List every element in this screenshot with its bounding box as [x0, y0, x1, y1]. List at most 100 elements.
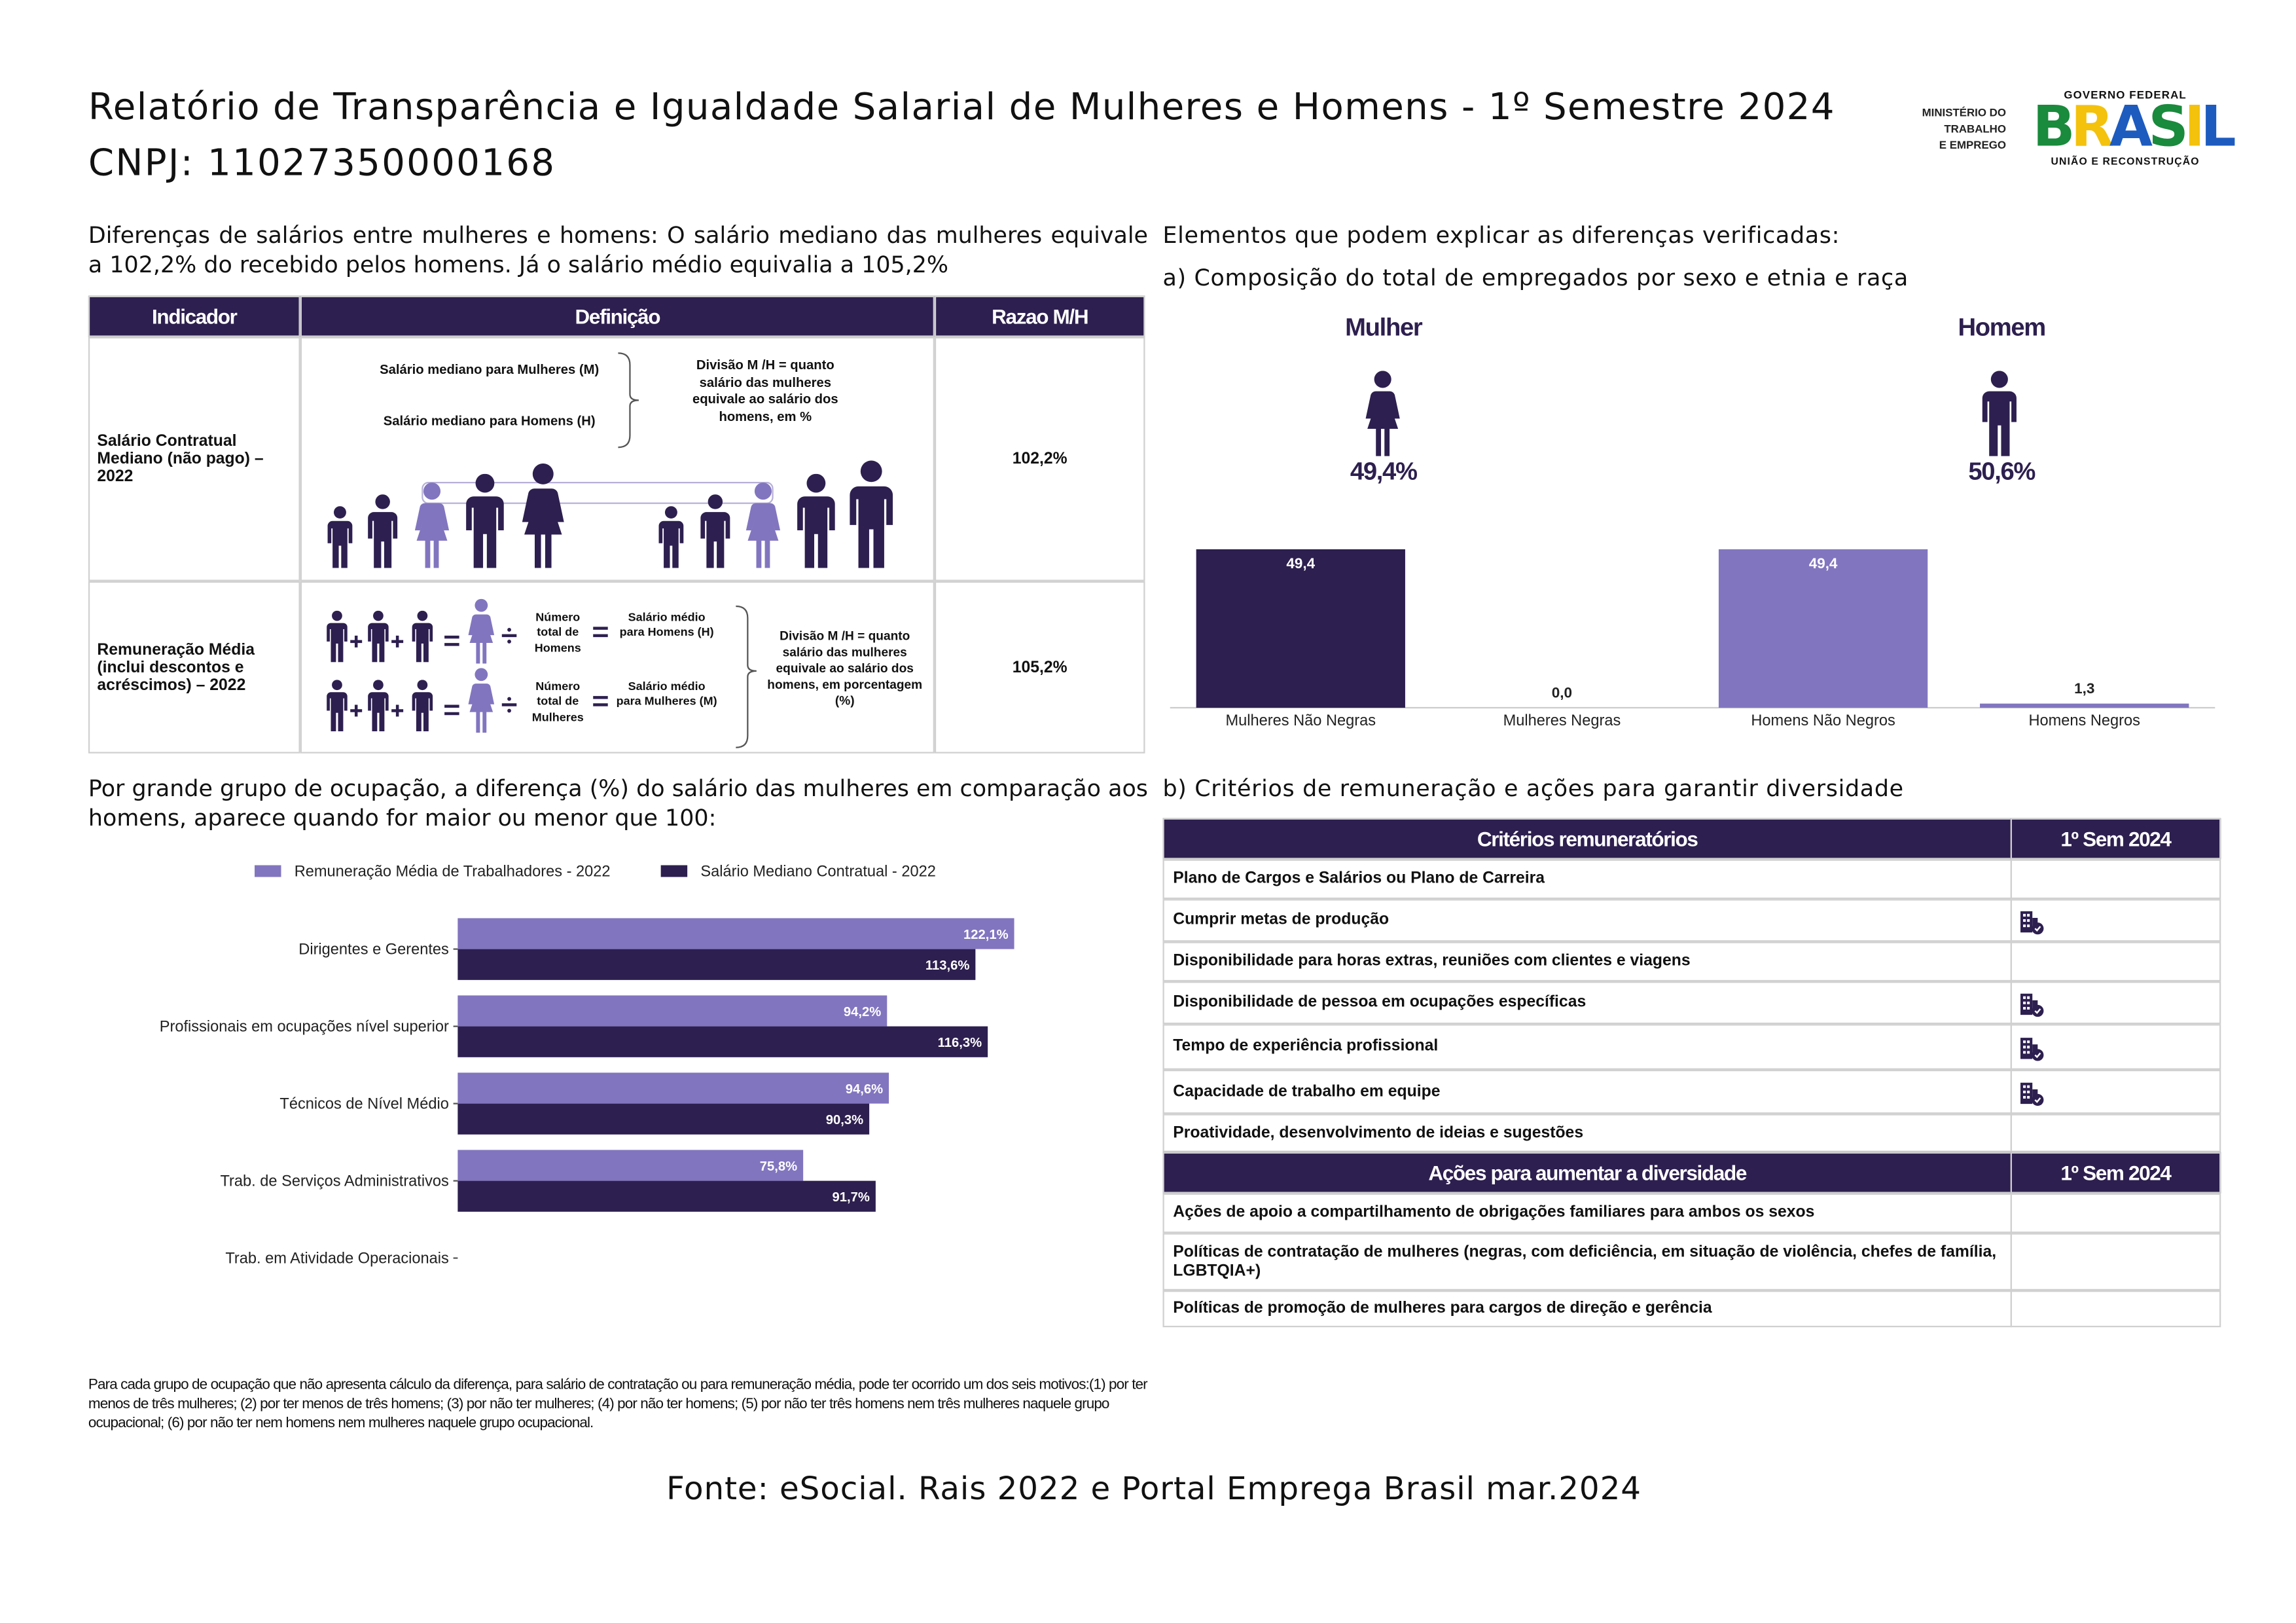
ratio-cell: 105,2%	[934, 581, 1145, 754]
criteria-cell: Proatividade, desenvolvimento de ideias …	[1162, 1114, 2012, 1152]
criteria-cell: Ações de apoio a compartilhamento de obr…	[1162, 1193, 2012, 1233]
footnote: Para cada grupo de ocupação que não apre…	[88, 1377, 1148, 1432]
criteria-label: Cumprir metas de produção	[1173, 911, 1390, 929]
table-header: Indicador	[88, 295, 300, 337]
criteria-cell: Políticas de contratação de mulheres (ne…	[1162, 1233, 2012, 1291]
table-header: 1º Sem 2024	[2010, 818, 2221, 860]
data-label: 75,8%	[760, 1159, 797, 1174]
bar	[1196, 549, 1405, 708]
data-label: 91,7%	[833, 1190, 870, 1205]
criteria-heading: b) Critérios de remuneração e ações para…	[1162, 775, 1904, 802]
occupation-title: Por grande grupo de ocupação, a diferenç…	[88, 775, 1148, 831]
data-label: 90,3%	[826, 1113, 863, 1127]
criteria-label: Proatividade, desenvolvimento de ideias …	[1173, 1123, 1584, 1141]
bar	[457, 949, 976, 980]
bar	[457, 995, 888, 1027]
equals-sign	[444, 635, 459, 646]
x-tick-label: Homens Não Negros	[1751, 712, 1895, 729]
y-tick-label: Trab. de Serviços Administrativos	[221, 1173, 449, 1190]
composition-subheading: a) Composição do total de empregados por…	[1162, 264, 1909, 292]
bar	[1718, 549, 1928, 708]
ratio: 105,2%	[1012, 658, 1067, 676]
term: Salário mediano para Mulheres (M)	[380, 361, 600, 377]
intro: Diferenças de salários entre mulheres e …	[88, 222, 1148, 278]
bar	[457, 918, 1014, 949]
government-label: GOVERNO FEDERAL	[2064, 88, 2187, 102]
status-cell	[2010, 1069, 2221, 1114]
criteria-cell: Tempo de experiência profissional	[1162, 1024, 2012, 1070]
table-header: Razao M/H	[934, 295, 1145, 337]
definition-cell	[300, 581, 935, 754]
source: Fonte: eSocial. Rais 2022 e Portal Empre…	[666, 1471, 1641, 1508]
data-label: 0,0	[1552, 684, 1572, 701]
criteria-cell: Capacidade de trabalho em equipe	[1162, 1069, 2012, 1114]
criteria-label: Tempo de experiência profissional	[1173, 1037, 1439, 1055]
group-outline	[422, 482, 774, 504]
term: Salário mediano para Homens (H)	[383, 413, 596, 429]
legend-swatch	[660, 865, 688, 877]
criteria-label: Disponibilidade de pessoa em ocupações e…	[1173, 993, 1587, 1012]
data-label: 49,4	[1286, 555, 1315, 572]
criteria-cell: Disponibilidade para horas extras, reuni…	[1162, 941, 2012, 982]
gender-share: 50,6%	[1968, 457, 2036, 486]
x-tick-label: Homens Negros	[2028, 712, 2140, 729]
criteria-label: Plano de Cargos e Salários ou Plano de C…	[1173, 869, 1545, 888]
divide-dot	[507, 628, 511, 632]
cnpj: CNPJ: 11027350000168	[88, 141, 556, 184]
criteria-label: Disponibilidade para horas extras, reuni…	[1173, 952, 1691, 970]
status-cell	[2010, 1233, 2221, 1291]
explanation: Divisão M /H = quanto salário das mulher…	[767, 628, 923, 708]
bar	[457, 1103, 870, 1135]
criteria-label: Capacidade de trabalho em equipe	[1173, 1082, 1441, 1101]
divide-dot	[507, 639, 511, 644]
equals-sign	[593, 627, 608, 638]
term: Número total de Mulheres	[531, 680, 584, 724]
legend-swatch	[255, 865, 281, 877]
table-header: 1º Sem 2024	[2010, 1152, 2221, 1194]
status-cell	[2010, 1114, 2221, 1152]
data-label: 113,6%	[925, 958, 969, 973]
bar	[457, 1072, 889, 1104]
legend-label: Remuneração Média de Trabalhadores - 202…	[295, 863, 611, 880]
data-label: 1,3	[2074, 680, 2094, 697]
plus-sign	[391, 635, 404, 647]
plus-sign	[350, 635, 363, 647]
title: Relatório de Transparência e Igualdade S…	[88, 85, 1835, 128]
data-label: 49,4	[1809, 555, 1838, 572]
bar	[1980, 703, 2189, 708]
indicator: Remuneração Média (inclui descontos e ac…	[97, 640, 255, 694]
status-cell	[2010, 1024, 2221, 1070]
man-icon	[1982, 371, 2017, 456]
status-cell	[2010, 1290, 2221, 1328]
bar	[457, 1026, 988, 1057]
legend-label: Salário Mediano Contratual - 2022	[700, 863, 935, 880]
ministry-line: MINISTÉRIO DO	[1922, 105, 2006, 120]
x-tick-label: Mulheres Não Negras	[1226, 712, 1376, 729]
gender-share: 49,4%	[1350, 457, 1418, 486]
status-cell	[2010, 899, 2221, 942]
status-cell	[2010, 859, 2221, 900]
slogan: UNIÃO E RECONSTRUÇÃO	[2051, 157, 2200, 168]
status-cell	[2010, 1193, 2221, 1233]
gender-label: Mulher	[1345, 313, 1423, 342]
ministry-logo: MINISTÉRIO DO TRABALHO E EMPREGO	[1859, 105, 2006, 153]
data-label: 94,2%	[844, 1005, 881, 1019]
table-header: Critérios remuneratórios	[1162, 818, 2012, 860]
status-cell	[2010, 981, 2221, 1025]
term: Número total de Homens	[534, 610, 581, 655]
term: Salário médio para Mulheres (M)	[616, 680, 717, 708]
criteria-cell: Disponibilidade de pessoa em ocupações e…	[1162, 981, 2012, 1025]
data-label: 116,3%	[938, 1036, 982, 1050]
bar	[457, 1150, 804, 1181]
data-label: 122,1%	[963, 928, 1009, 942]
table-header: Ações para aumentar a diversidade	[1162, 1152, 2012, 1194]
ministry-line: E EMPREGO	[1939, 138, 2006, 152]
term: Salário médio para Homens (H)	[619, 610, 714, 640]
composition-heading: Elementos que podem explicar as diferenç…	[1162, 222, 1840, 249]
icons-row1	[327, 352, 893, 568]
ratio-cell: 102,2%	[934, 337, 1145, 581]
woman-icon	[1365, 371, 1400, 456]
